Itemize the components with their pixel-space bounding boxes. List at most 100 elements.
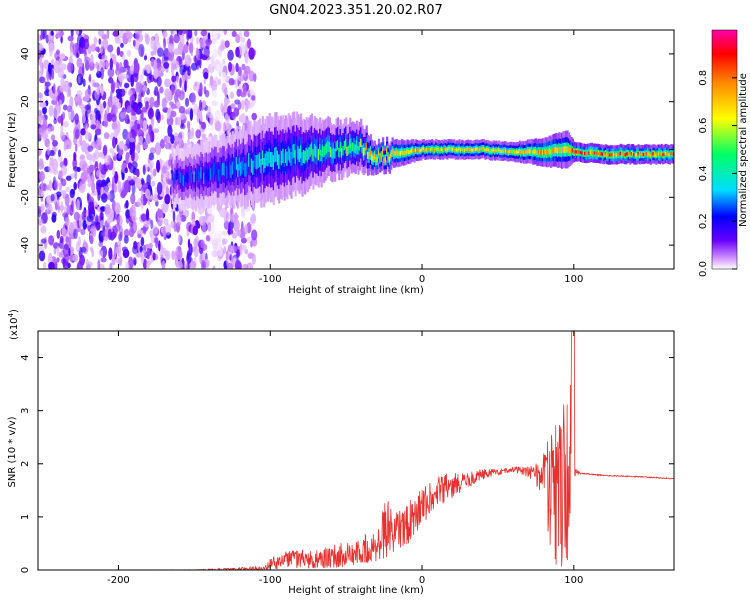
spectrogram-signal-cell xyxy=(539,149,542,155)
spectrogram-signal-cell xyxy=(414,148,417,152)
spectrogram-noise-cell xyxy=(65,217,70,227)
spectrogram-noise-cell xyxy=(143,55,148,61)
spectrogram-signal-cell xyxy=(626,152,629,156)
spectrogram-signal-cell xyxy=(253,153,256,168)
spectrogram-noise-cell xyxy=(73,182,77,191)
y-tick-label: 40 xyxy=(20,48,31,61)
spectrogram-signal-cell xyxy=(336,140,340,150)
spectrogram-noise-cell xyxy=(195,129,202,139)
spectrogram-noise-cell xyxy=(152,194,159,202)
spectrogram-signal-cell xyxy=(636,153,639,157)
spectrogram-noise-cell xyxy=(131,115,137,121)
spectrogram-noise-cell xyxy=(127,162,133,170)
spectrogram-noise-cell xyxy=(111,112,117,123)
spectrogram-signal-cell xyxy=(379,155,382,161)
spectrogram-signal-cell xyxy=(664,151,667,156)
spectrogram-noise-cell xyxy=(50,30,54,36)
spectrogram-noise-cell xyxy=(140,197,144,210)
spectrogram-noise-cell xyxy=(80,246,87,253)
spectrogram-noise-cell xyxy=(81,140,87,153)
spectrogram-noise-cell xyxy=(82,170,88,182)
spectrogram-noise-cell xyxy=(142,119,148,132)
colorbar-ticks: 0.0 0.2 0.4 0.6 0.8 xyxy=(698,70,737,277)
spectrogram-noise-cell xyxy=(48,88,53,98)
spectrogram-noise-cell xyxy=(230,245,234,253)
spectrogram-noise-cell xyxy=(92,152,96,163)
spectrogram-noise-cell xyxy=(227,228,234,235)
spectrogram-noise-cell xyxy=(164,78,171,88)
spectrogram-noise-cell xyxy=(226,262,233,269)
spectrogram-noise-cell xyxy=(87,145,93,153)
spectrogram-noise-cell xyxy=(86,167,91,174)
spectrogram-signal-cell xyxy=(391,149,394,155)
spectrogram-signal-cell xyxy=(245,162,248,177)
spectrogram-signal-cell xyxy=(327,140,330,152)
spectrogram-signal-cell xyxy=(481,146,484,151)
spectrogram-signal-cell xyxy=(402,150,405,156)
spectrogram-signal-cell xyxy=(413,149,416,154)
spectrogram-noise-cell xyxy=(61,178,67,187)
spectrogram-signal-cell xyxy=(375,157,378,163)
spectrogram-signal-cell xyxy=(622,152,625,156)
spectrogram-signal-cell xyxy=(231,161,234,175)
spectrogram-signal-cell xyxy=(272,155,275,170)
spectrogram-signal-cell xyxy=(328,141,331,153)
spectrogram-noise-cell xyxy=(98,152,105,158)
spectrogram-noise-cell xyxy=(124,82,130,89)
spectrogram-noise-cell xyxy=(242,83,247,96)
spectrogram-noise-cell xyxy=(107,228,112,241)
spectrogram-noise-cell xyxy=(106,112,113,122)
x-tick-label: 0 xyxy=(419,575,425,586)
spectrogram-signal-cell xyxy=(603,153,606,157)
spectrogram-signal-cell xyxy=(592,151,595,155)
spectrogram-signal-cell xyxy=(403,150,406,155)
spectrogram-noise-cell xyxy=(76,52,79,58)
spectrogram-signal-cell xyxy=(644,152,647,156)
spectrogram-noise-cell xyxy=(101,193,108,203)
spectrogram-noise-cell xyxy=(57,149,62,157)
spectrogram-signal-cell xyxy=(360,138,363,148)
spectrogram-noise-cell xyxy=(171,75,177,83)
spectrogram-noise-cell xyxy=(216,64,221,74)
spectrogram-noise-cell xyxy=(84,38,89,50)
spectrogram-noise-cell xyxy=(238,43,246,56)
y-tick-label: 4 xyxy=(20,354,31,360)
spectrogram-noise-cell xyxy=(111,176,115,186)
spectrogram-noise-cell xyxy=(51,158,59,172)
spectrogram-signal-cell xyxy=(257,153,260,169)
spectrogram-signal-cell xyxy=(521,149,524,154)
spectrogram-noise-cell xyxy=(126,105,132,113)
spectrogram-signal-cell xyxy=(406,149,409,154)
spectrogram-noise-cell xyxy=(163,56,169,62)
spectrogram-noise-cell xyxy=(84,122,89,130)
spectrogram-signal-cell xyxy=(588,151,591,155)
spectrogram-noise-cell xyxy=(62,244,70,257)
spectrogram-noise-cell xyxy=(144,188,151,199)
spectrogram-noise-cell xyxy=(198,99,203,112)
spectrogram-noise-cell xyxy=(126,49,132,57)
spectrogram-noise-cell xyxy=(226,253,229,267)
spectrogram-signal-cell xyxy=(618,152,621,157)
spectrogram-noise-cell xyxy=(240,99,245,110)
spectrogram-noise-cell xyxy=(100,209,103,222)
spectrogram-noise-cell xyxy=(205,38,212,46)
spectrogram-signal-cell xyxy=(524,150,527,155)
y-tick-label: -20 xyxy=(20,189,31,205)
spectrogram-signal-cell xyxy=(313,144,316,156)
spectrogram-signal-cell xyxy=(297,145,300,160)
spectrogram-signal-cell xyxy=(580,150,583,155)
spectrogram-signal-cell xyxy=(293,144,296,158)
spectrogram-noise-cell xyxy=(173,136,180,141)
spectrogram-noise-cell xyxy=(89,201,95,214)
spectrogram-noise-cell xyxy=(220,102,224,113)
spectrogram-noise-cell xyxy=(70,30,74,38)
spectrogram-signal-cell xyxy=(638,153,641,157)
spectrogram-noise-cell xyxy=(135,32,140,41)
spectrogram-signal-cell xyxy=(648,152,651,156)
spectrogram-signal-cell xyxy=(264,153,267,169)
spectrogram-signal-cell xyxy=(388,156,391,162)
spectrogram-noise-cell xyxy=(102,185,109,196)
spectrogram-signal-cell xyxy=(308,147,311,160)
spectrogram-noise-cell xyxy=(159,86,164,94)
spectrogram-noise-cell xyxy=(41,190,45,199)
